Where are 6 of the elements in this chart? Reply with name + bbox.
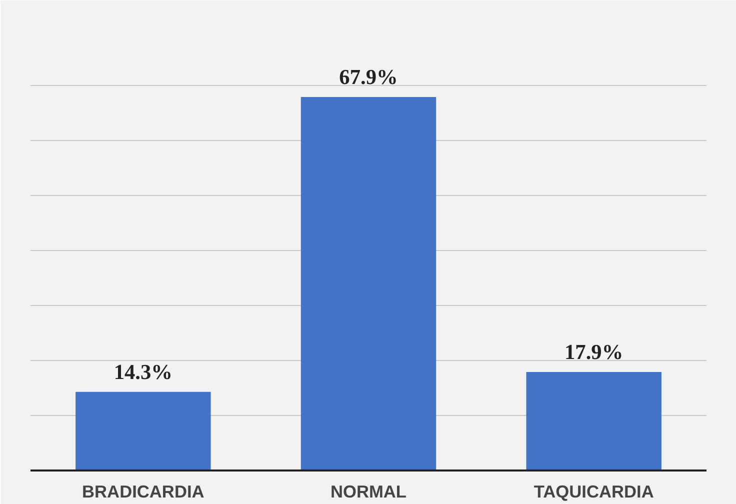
data-label: 67.9% (339, 65, 398, 90)
x-tick-label: NORMAL (330, 482, 407, 502)
x-tick-label: TAQUICARDIA (534, 482, 654, 502)
x-tick-label: BRADICARDIA (82, 482, 205, 502)
data-label: 17.9% (564, 340, 624, 364)
data-label: 14.3% (114, 360, 172, 384)
